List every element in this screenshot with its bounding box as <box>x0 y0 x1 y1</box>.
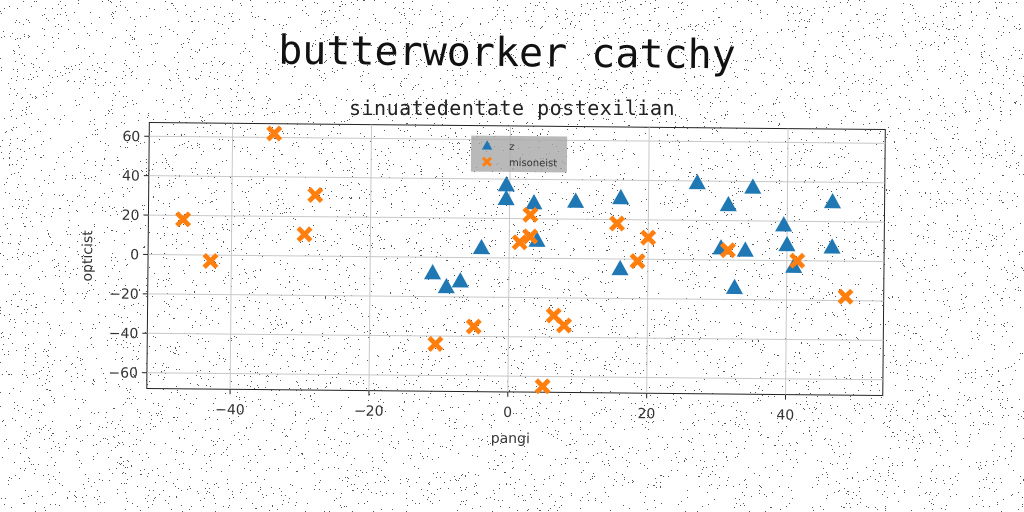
y-axis-label: opticist <box>80 230 96 282</box>
scatter-point-triangle <box>525 194 542 209</box>
y-tick-label: 20 <box>122 208 140 224</box>
scatter-point-triangle <box>737 241 754 256</box>
y-tick-label: −60 <box>108 365 138 381</box>
scatter-point-x <box>307 187 323 203</box>
scatter-point-x <box>427 336 443 352</box>
scatter-point-triangle <box>424 264 441 279</box>
y-tick-label: 60 <box>122 129 140 145</box>
legend-label-z: z <box>509 142 514 153</box>
scatter-point-triangle <box>824 193 841 208</box>
x-grid-line <box>647 127 650 393</box>
scatter-point-triangle <box>612 189 629 204</box>
scatter-point-triangle <box>726 279 743 294</box>
x-axis-label: pangi <box>491 431 530 447</box>
axis-ticks: −40 −20 0 20 40 −60 −40 −20 0 20 40 60 <box>108 129 797 424</box>
scatter-point-x <box>629 253 645 269</box>
legend-label-misoneist: misoneist <box>509 158 557 169</box>
x-tick-label: 40 <box>776 408 794 424</box>
scatter-point-triangle <box>720 196 737 211</box>
scatter-point-triangle <box>438 278 455 293</box>
scatter-point-x <box>837 289 853 305</box>
y-tick-label: −40 <box>109 326 139 342</box>
y-tick-label: −20 <box>109 287 139 303</box>
y-grid-line <box>148 215 884 222</box>
y-grid-line <box>148 254 884 261</box>
scatter-point-x <box>609 215 625 231</box>
scatter-point-triangle <box>567 192 584 207</box>
scatter-point-x <box>266 125 282 141</box>
scatter-point-triangle <box>498 190 515 205</box>
scatter-point-x <box>466 318 482 334</box>
y-grid-line <box>149 176 885 183</box>
scatter-point-triangle <box>473 239 490 254</box>
scatter-point-triangle <box>611 260 628 275</box>
scatter-point-x <box>556 317 572 333</box>
scatter-point-triangle <box>823 238 840 253</box>
y-grid-line <box>147 333 883 340</box>
x-grid-line <box>230 123 233 389</box>
scatter-point-triangle <box>778 236 795 251</box>
y-tick-label: 0 <box>130 247 139 263</box>
y-grid-line <box>148 294 884 301</box>
scatter-point-triangle <box>689 174 706 189</box>
x-tick-label: 0 <box>503 405 512 421</box>
scatter-point-triangle <box>744 178 761 193</box>
scatter-point-x <box>175 211 191 227</box>
x-tick-label: −40 <box>215 402 245 418</box>
legend: z misoneist <box>471 136 567 173</box>
x-grid-line <box>369 125 372 391</box>
scatter-point-triangle <box>498 176 515 191</box>
scatter-point-triangle <box>452 272 469 287</box>
y-grid-line <box>147 373 883 380</box>
x-tick-label: 20 <box>637 406 655 422</box>
x-tick-label: −20 <box>354 403 384 419</box>
y-tick-label: 40 <box>122 168 140 184</box>
x-grid-line <box>786 129 789 395</box>
scatter-point-triangle <box>775 216 792 231</box>
scatter-point-x <box>296 226 312 242</box>
